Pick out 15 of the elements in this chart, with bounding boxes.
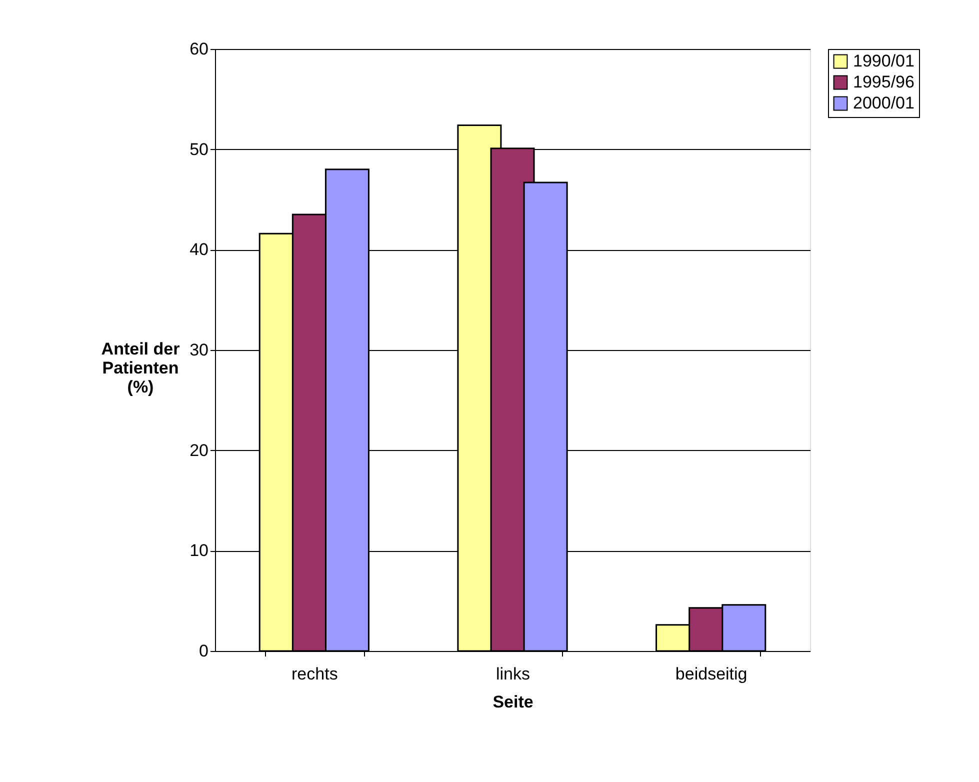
y-tick-label: 20 bbox=[190, 440, 208, 460]
y-tick-label: 30 bbox=[190, 340, 208, 360]
legend-label: 1995/96 bbox=[853, 72, 914, 92]
y-tick-label: 0 bbox=[199, 642, 208, 660]
legend-label: 2000/01 bbox=[853, 94, 914, 112]
x-axis-title: Seite bbox=[492, 692, 534, 712]
x-tick-label: beidseitig bbox=[675, 664, 748, 684]
y-tick-label: 50 bbox=[190, 140, 208, 159]
y-tick-label: 10 bbox=[190, 541, 208, 560]
x-tick-label: links bbox=[496, 664, 530, 684]
y-tick-label: 60 bbox=[190, 40, 208, 58]
y-tick-label: 40 bbox=[190, 240, 208, 260]
y-axis-title: Anteil der Patienten (%) bbox=[101, 340, 180, 396]
x-tick-label: rechts bbox=[292, 664, 338, 684]
legend-label: 1990/01 bbox=[853, 52, 914, 70]
